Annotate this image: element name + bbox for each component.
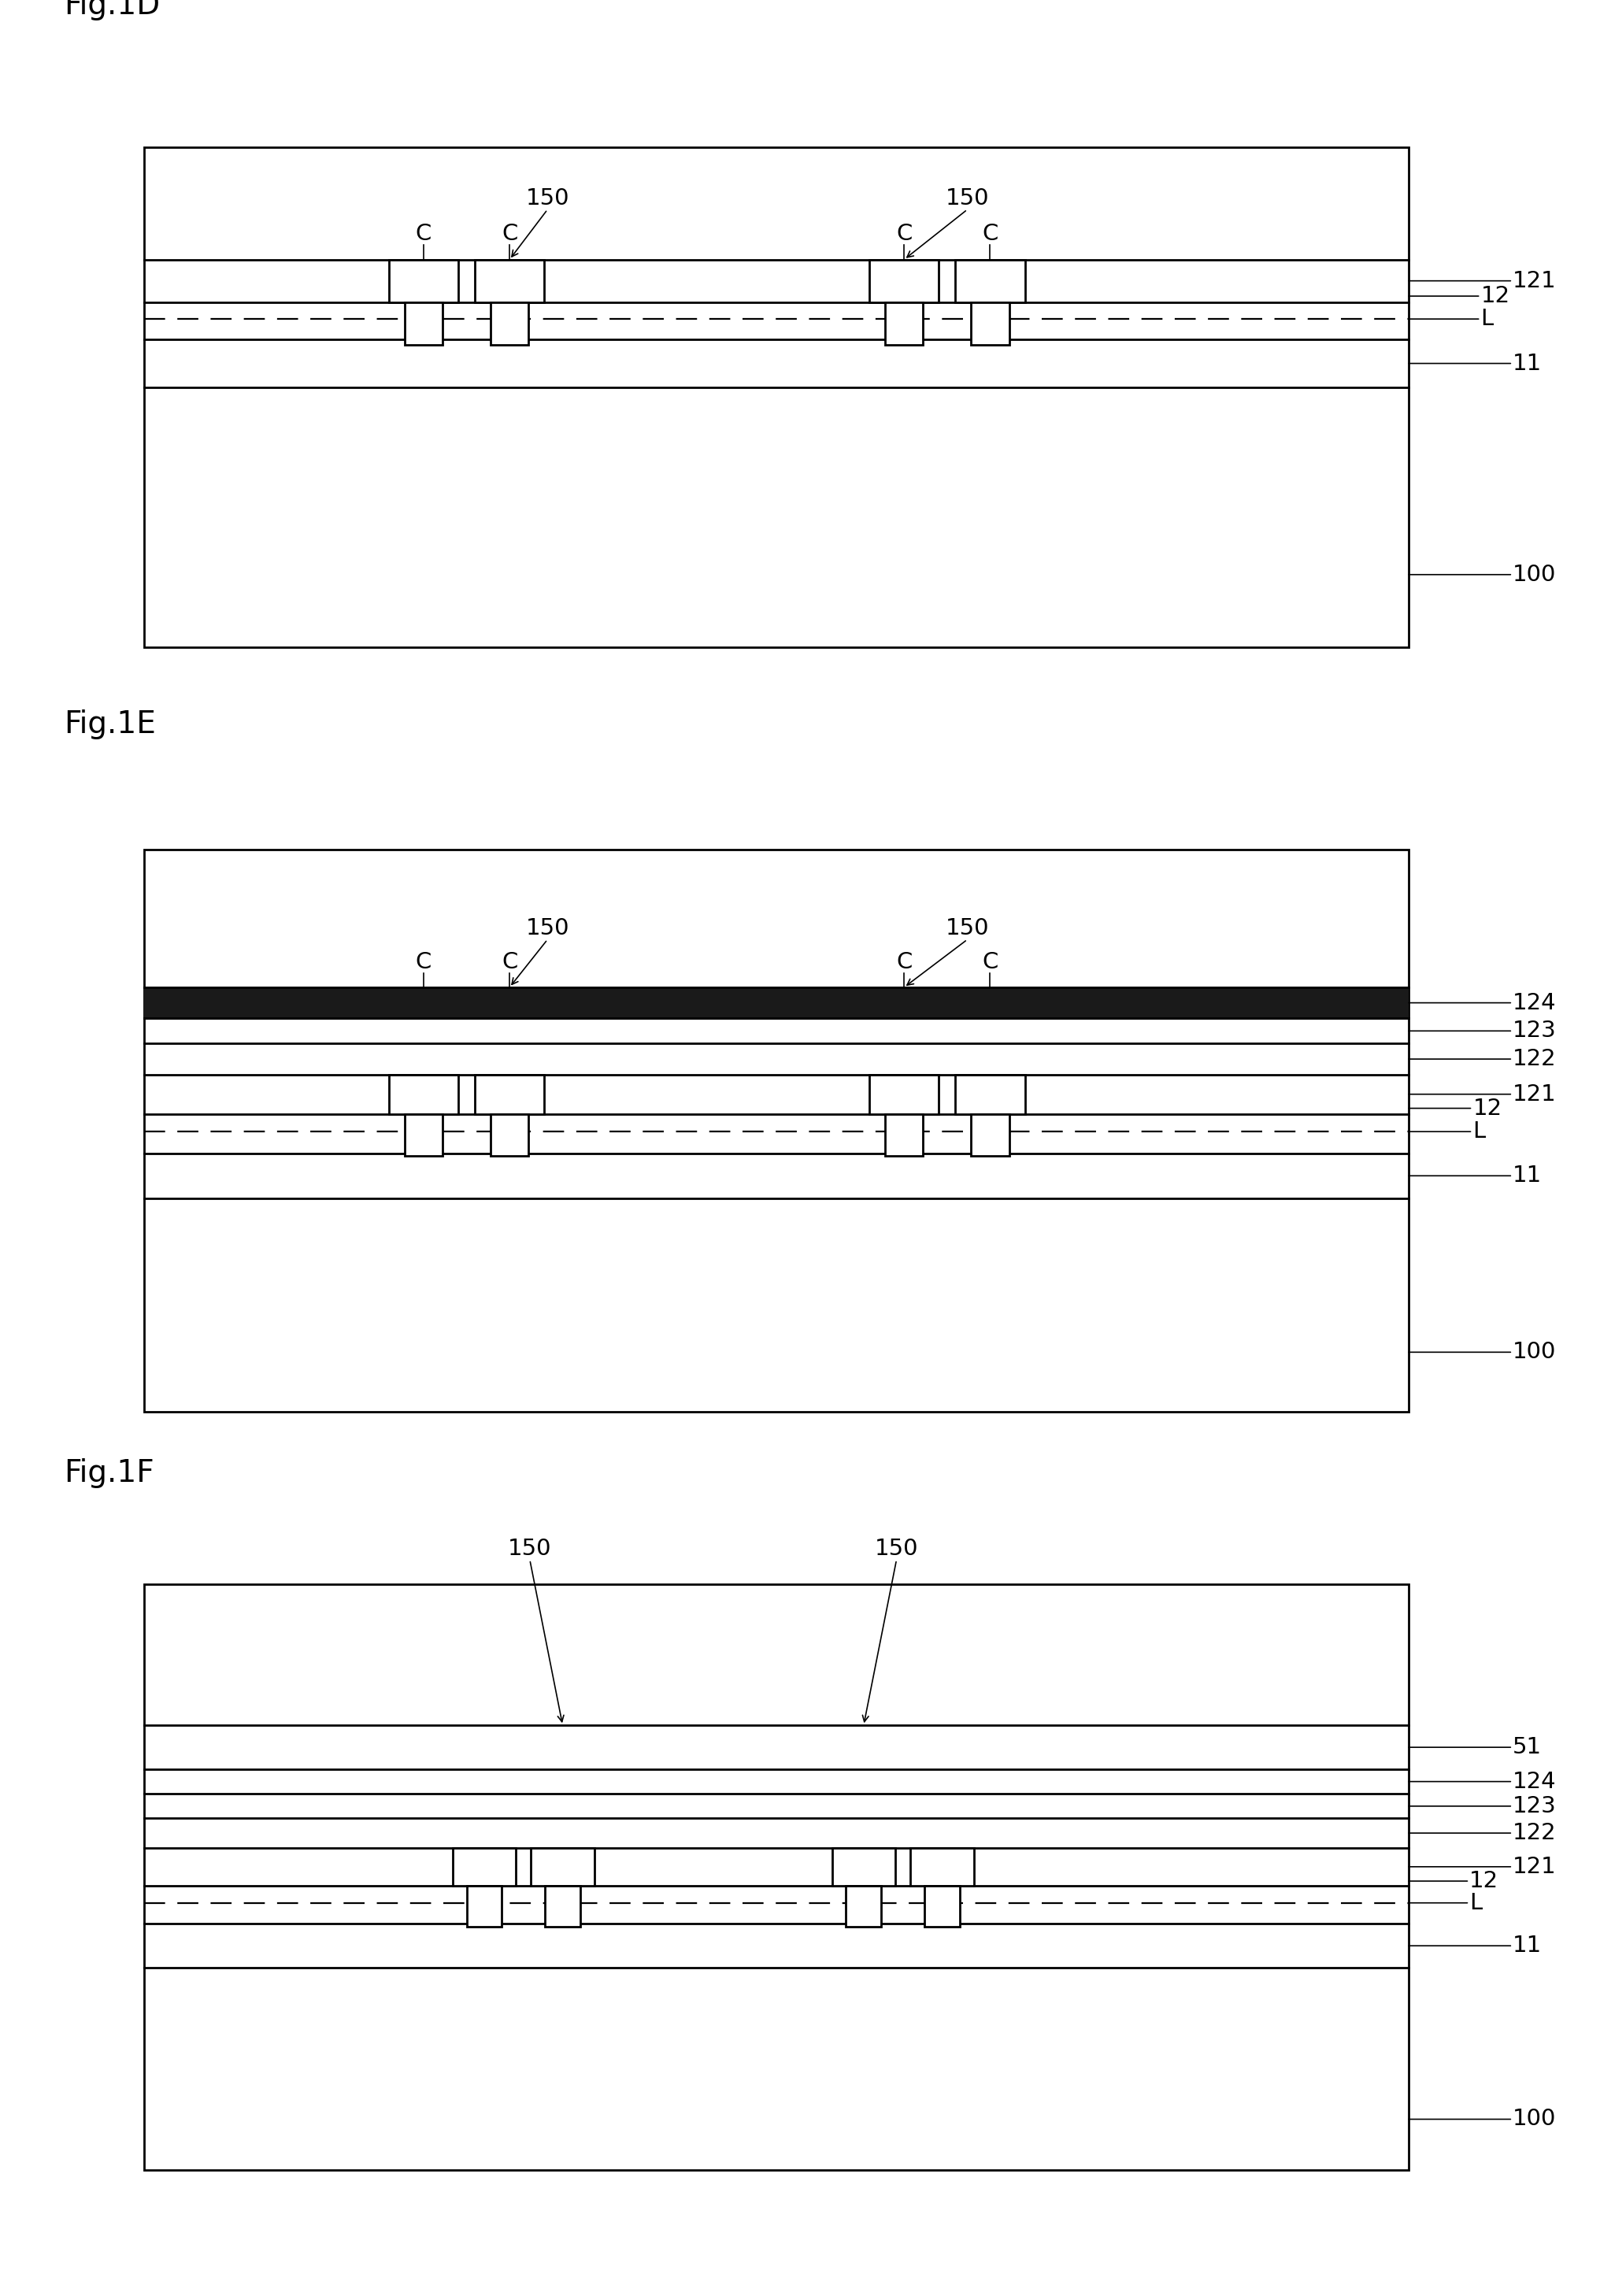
Bar [845,1885,882,1926]
Bar [466,1885,502,1926]
Bar [389,259,458,303]
Text: 150: 150 [507,1538,552,1559]
Text: 12: 12 [1408,1869,1498,1892]
Bar [910,1848,973,1885]
Text: 121: 121 [1408,271,1555,292]
Bar [475,259,544,303]
Bar [144,147,1408,647]
Text: 12: 12 [1408,285,1509,308]
Text: 100: 100 [1408,2108,1555,2131]
Text: 100: 100 [1408,1341,1555,1364]
Text: 123: 123 [1408,1795,1555,1816]
Text: 150: 150 [525,188,570,209]
Text: C: C [501,951,517,974]
Bar [389,1075,458,1114]
Text: Fig.1E: Fig.1E [64,709,155,739]
Bar [885,1114,923,1157]
Text: 123: 123 [1408,1019,1555,1042]
Text: 122: 122 [1408,1047,1555,1070]
Bar [405,1114,442,1157]
Text: C: C [896,223,912,246]
Text: 124: 124 [1408,992,1555,1015]
Bar [971,1114,1008,1157]
Bar [144,987,1408,1019]
Text: C: C [501,223,517,246]
Text: 100: 100 [1408,563,1555,585]
Text: L: L [1408,1892,1482,1915]
Text: C: C [896,951,912,974]
Text: 51: 51 [1408,1736,1541,1759]
Text: 150: 150 [946,188,989,209]
Text: 150: 150 [874,1538,918,1559]
Text: 121: 121 [1408,1855,1555,1878]
Bar [144,1584,1408,2170]
Text: 11: 11 [1408,1936,1541,1956]
Text: 150: 150 [525,918,570,939]
Text: 11: 11 [1408,1164,1541,1187]
Text: 150: 150 [946,918,989,939]
Text: C: C [416,223,432,246]
Text: C: C [981,223,998,246]
Text: C: C [981,951,998,974]
Bar [490,1114,528,1157]
Text: 12: 12 [1408,1097,1501,1120]
Bar [923,1885,960,1926]
Bar [971,303,1008,344]
Text: L: L [1408,308,1493,331]
Bar [490,303,528,344]
Text: 124: 124 [1408,1770,1555,1793]
Bar [144,850,1408,1412]
Text: 11: 11 [1408,351,1541,374]
Text: C: C [416,951,432,974]
Bar [955,1075,1024,1114]
Text: Fig.1D: Fig.1D [64,0,160,21]
Text: L: L [1408,1120,1485,1143]
Bar [405,303,442,344]
Bar [531,1848,594,1885]
Text: 121: 121 [1408,1084,1555,1104]
Bar [475,1075,544,1114]
Bar [885,303,923,344]
Bar [832,1848,894,1885]
Bar [544,1885,581,1926]
Bar [955,259,1024,303]
Bar [869,1075,939,1114]
Text: 122: 122 [1408,1823,1555,1844]
Bar [453,1848,515,1885]
Bar [869,259,939,303]
Text: Fig.1F: Fig.1F [64,1458,154,1488]
